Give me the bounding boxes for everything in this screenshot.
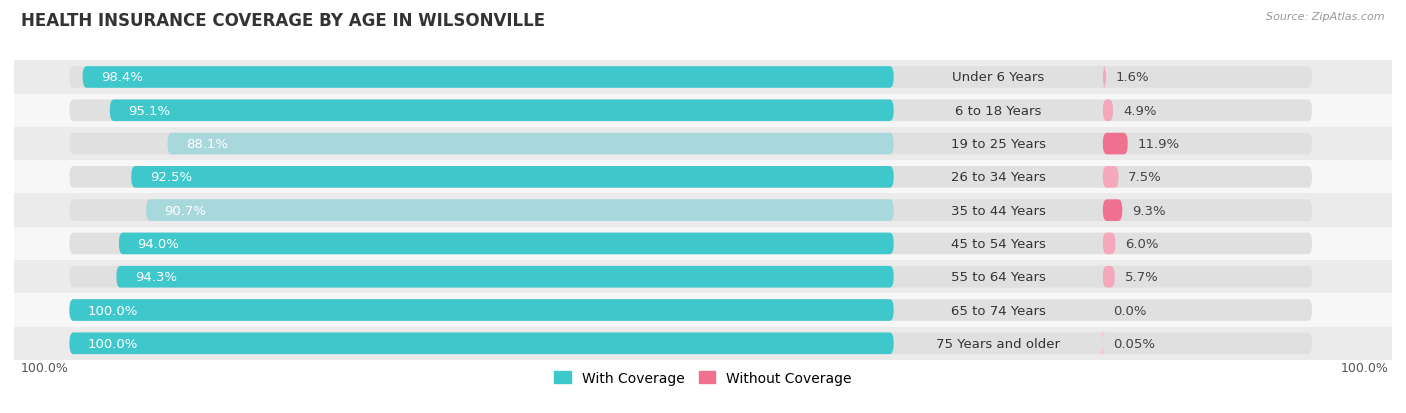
- Text: 7.5%: 7.5%: [1129, 171, 1163, 184]
- Text: 26 to 34 Years: 26 to 34 Years: [950, 171, 1046, 184]
- FancyBboxPatch shape: [131, 166, 894, 188]
- FancyBboxPatch shape: [69, 233, 1312, 255]
- Bar: [14, 227, 1392, 261]
- Legend: With Coverage, Without Coverage: With Coverage, Without Coverage: [548, 366, 858, 391]
- FancyBboxPatch shape: [146, 200, 894, 221]
- Bar: [14, 194, 1392, 227]
- Text: 55 to 64 Years: 55 to 64 Years: [950, 271, 1046, 284]
- Bar: [14, 327, 1392, 360]
- Bar: [14, 294, 1392, 327]
- FancyBboxPatch shape: [83, 67, 894, 88]
- FancyBboxPatch shape: [117, 266, 894, 288]
- FancyBboxPatch shape: [1102, 166, 1119, 188]
- Bar: [14, 261, 1392, 294]
- Text: 1.6%: 1.6%: [1116, 71, 1150, 84]
- FancyBboxPatch shape: [1102, 233, 1115, 255]
- Text: Source: ZipAtlas.com: Source: ZipAtlas.com: [1267, 12, 1385, 22]
- Text: Under 6 Years: Under 6 Years: [952, 71, 1045, 84]
- Text: 11.9%: 11.9%: [1137, 138, 1180, 151]
- FancyBboxPatch shape: [1102, 266, 1115, 288]
- Text: 65 to 74 Years: 65 to 74 Years: [950, 304, 1046, 317]
- FancyBboxPatch shape: [1099, 333, 1107, 354]
- FancyBboxPatch shape: [1102, 100, 1114, 122]
- FancyBboxPatch shape: [167, 133, 894, 155]
- Bar: [14, 161, 1392, 194]
- Text: 90.7%: 90.7%: [165, 204, 207, 217]
- Bar: [14, 128, 1392, 161]
- Text: 6 to 18 Years: 6 to 18 Years: [955, 104, 1042, 117]
- Text: 88.1%: 88.1%: [186, 138, 228, 151]
- FancyBboxPatch shape: [69, 333, 1312, 354]
- FancyBboxPatch shape: [69, 299, 1312, 321]
- Text: 35 to 44 Years: 35 to 44 Years: [950, 204, 1046, 217]
- Bar: [14, 61, 1392, 95]
- FancyBboxPatch shape: [69, 100, 1312, 122]
- FancyBboxPatch shape: [69, 67, 1312, 88]
- Text: 9.3%: 9.3%: [1132, 204, 1166, 217]
- FancyBboxPatch shape: [69, 133, 1312, 155]
- Text: 94.0%: 94.0%: [138, 237, 179, 250]
- FancyBboxPatch shape: [120, 233, 894, 255]
- Text: 0.05%: 0.05%: [1112, 337, 1154, 350]
- FancyBboxPatch shape: [1102, 67, 1107, 88]
- Bar: [14, 95, 1392, 128]
- FancyBboxPatch shape: [110, 100, 894, 122]
- FancyBboxPatch shape: [69, 266, 1312, 288]
- Text: 4.9%: 4.9%: [1123, 104, 1156, 117]
- Text: 95.1%: 95.1%: [128, 104, 170, 117]
- Text: 100.0%: 100.0%: [1340, 361, 1388, 374]
- Text: 94.3%: 94.3%: [135, 271, 177, 284]
- FancyBboxPatch shape: [69, 299, 894, 321]
- FancyBboxPatch shape: [69, 200, 1312, 221]
- Text: 98.4%: 98.4%: [101, 71, 143, 84]
- FancyBboxPatch shape: [1102, 200, 1122, 221]
- Text: 100.0%: 100.0%: [87, 304, 138, 317]
- Text: 75 Years and older: 75 Years and older: [936, 337, 1060, 350]
- Text: 0.0%: 0.0%: [1112, 304, 1146, 317]
- Text: 19 to 25 Years: 19 to 25 Years: [950, 138, 1046, 151]
- Text: 6.0%: 6.0%: [1125, 237, 1159, 250]
- Text: 100.0%: 100.0%: [20, 361, 67, 374]
- Text: 100.0%: 100.0%: [87, 337, 138, 350]
- FancyBboxPatch shape: [1102, 133, 1128, 155]
- Text: 45 to 54 Years: 45 to 54 Years: [950, 237, 1046, 250]
- FancyBboxPatch shape: [69, 333, 894, 354]
- Text: HEALTH INSURANCE COVERAGE BY AGE IN WILSONVILLE: HEALTH INSURANCE COVERAGE BY AGE IN WILS…: [21, 12, 546, 30]
- Text: 5.7%: 5.7%: [1125, 271, 1159, 284]
- Text: 92.5%: 92.5%: [149, 171, 191, 184]
- FancyBboxPatch shape: [69, 166, 1312, 188]
